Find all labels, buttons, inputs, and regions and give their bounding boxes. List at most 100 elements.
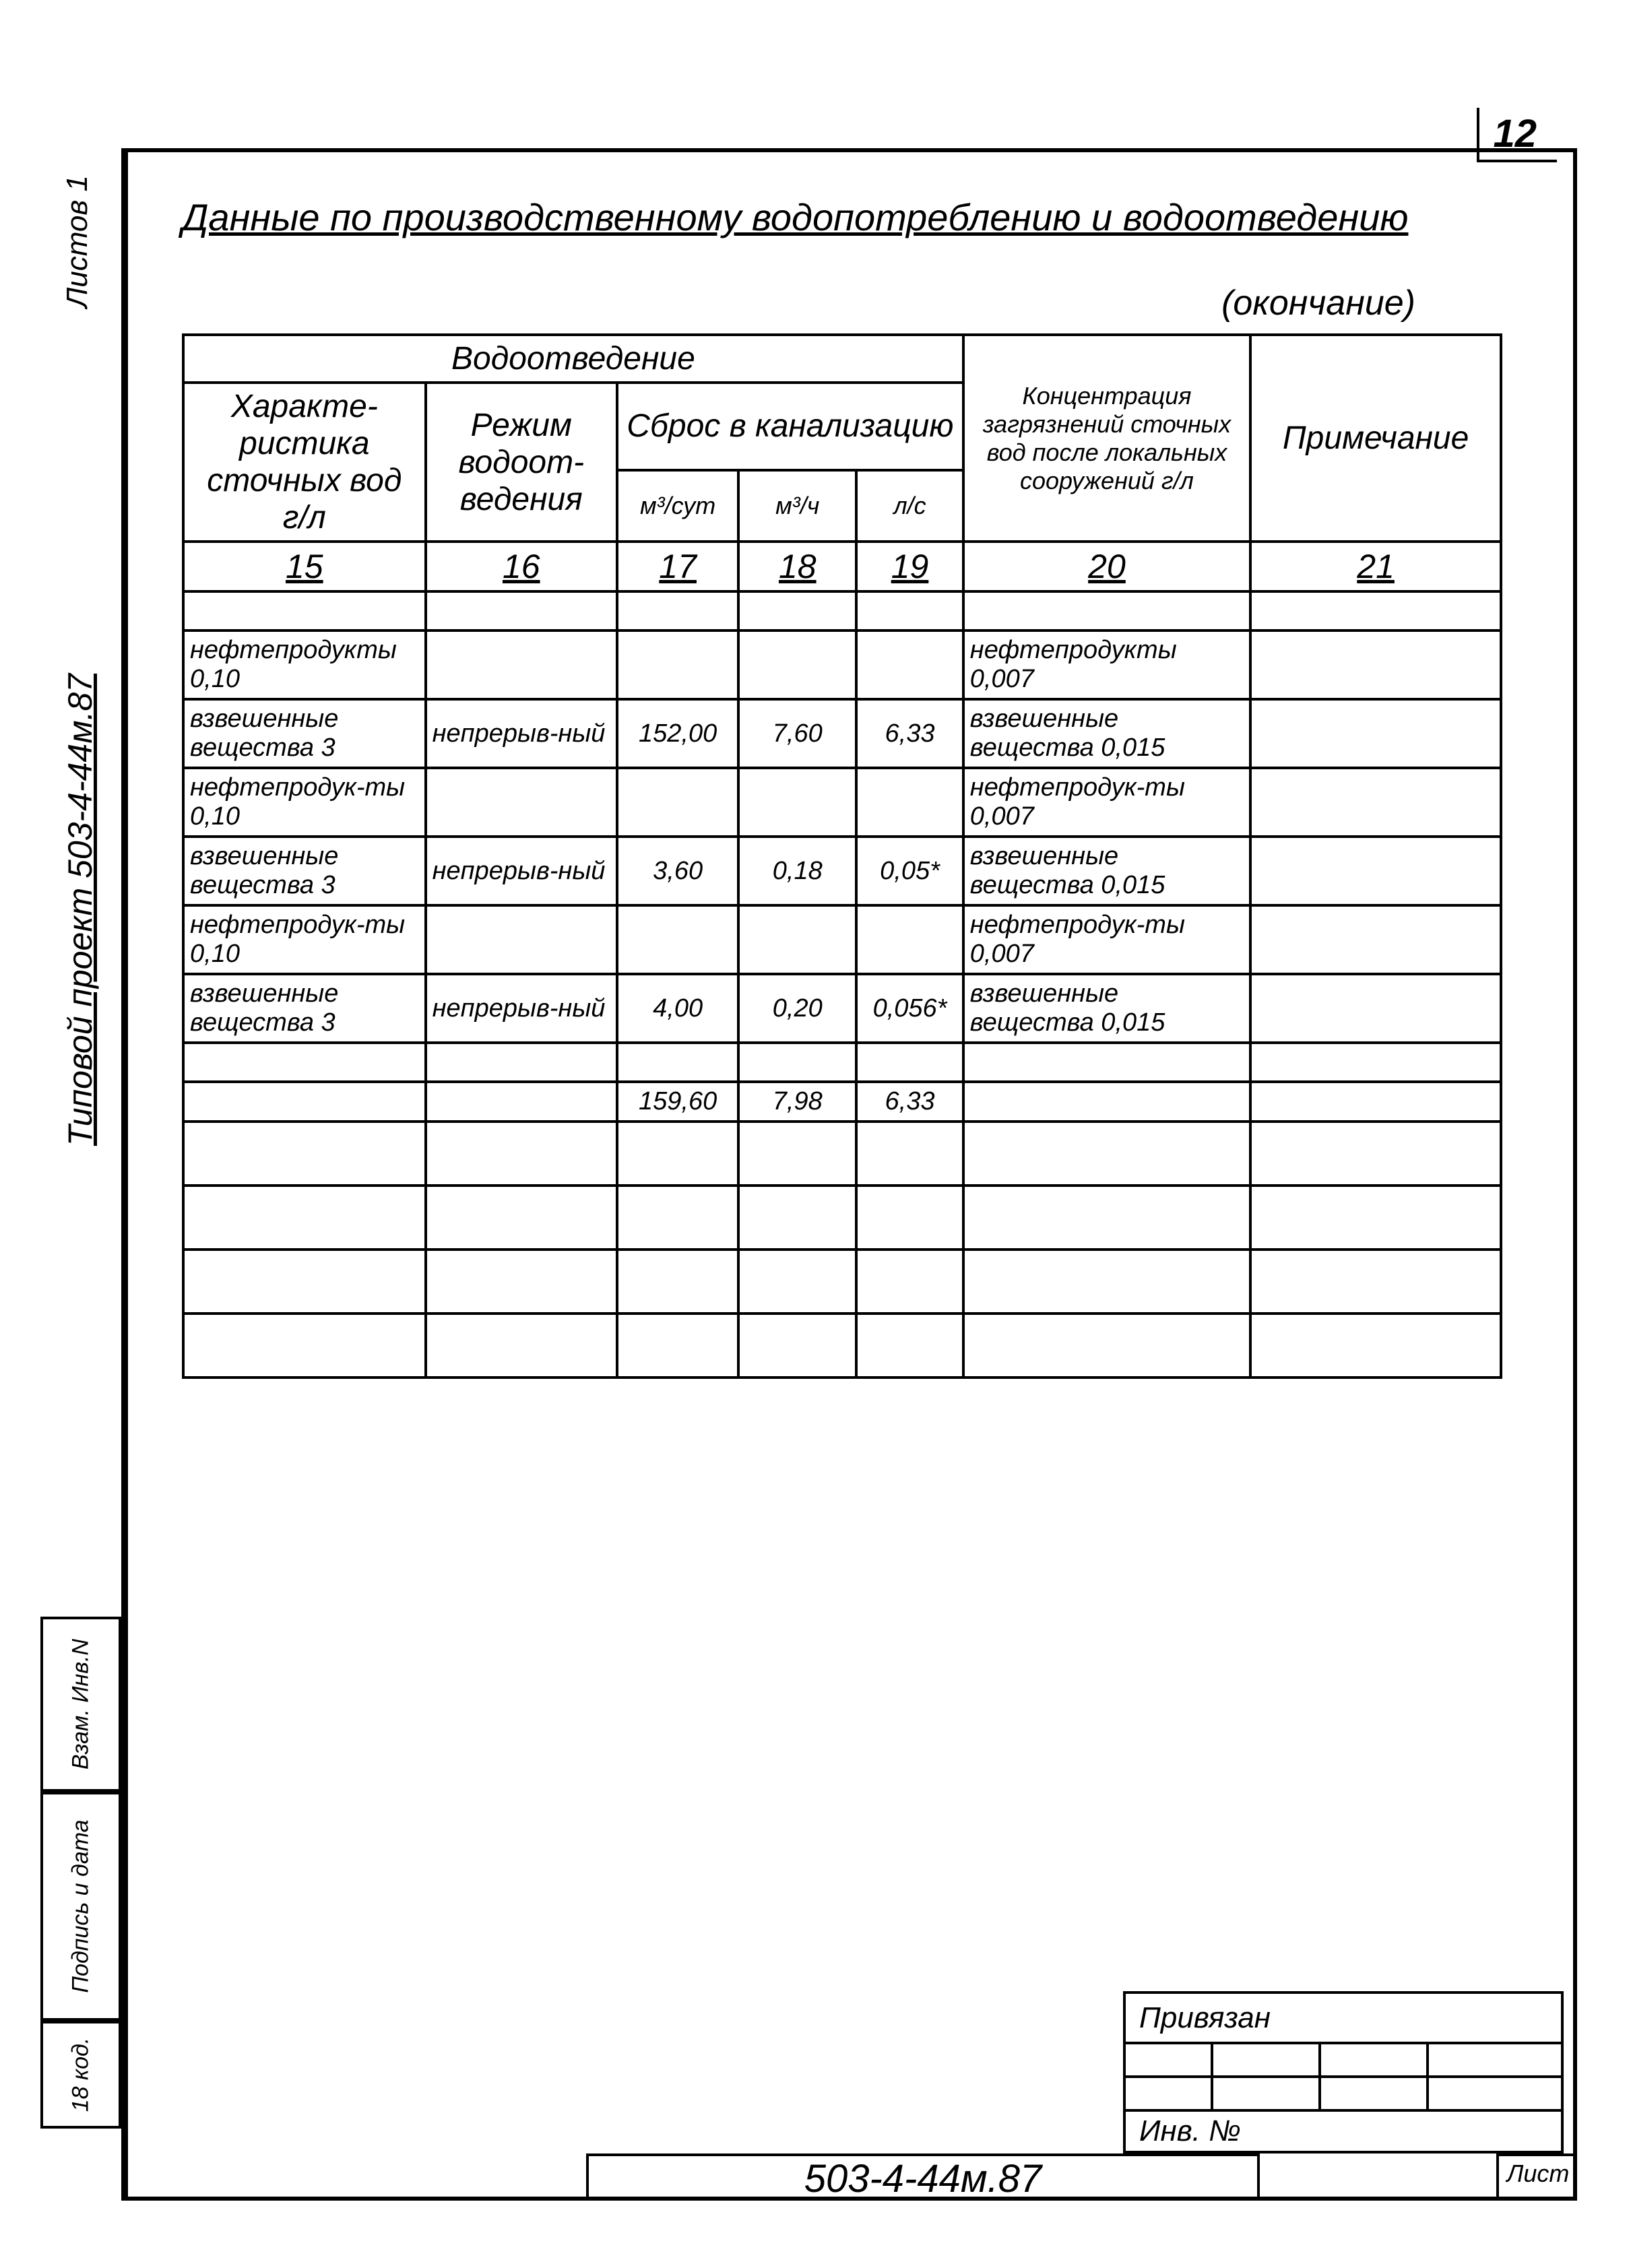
table-cell [1250,699,1501,768]
header-col19: л/с [856,470,963,542]
table-cell: взвешенные вещества 3 [183,974,426,1043]
table-cell [183,1082,426,1122]
table-cell [426,1043,617,1082]
side-box-2: Подпись и дата [40,1792,121,2021]
table-cell [1250,768,1501,837]
table-cell: нефтепродукты 0,007 [963,630,1250,699]
header-col21: Примечание [1250,335,1501,542]
empty-cell [617,1122,738,1186]
stamp-header: Привязан [1124,1992,1562,2043]
table-row: нефтепродукты 0,10нефтепродукты 0,007 [183,630,1501,699]
empty-cell [617,1314,738,1378]
empty-cell [617,1250,738,1314]
table-cell: 0,05* [856,837,963,905]
table-row: 159,607,986,33 [183,1082,1501,1122]
empty-row [183,1122,1501,1186]
table-cell: 7,98 [738,1082,856,1122]
table-cell: нефтепродук-ты 0,10 [183,768,426,837]
water-data-table: Водоотведение Концентрация загрязнений с… [182,333,1502,1379]
table-cell: 7,60 [738,699,856,768]
table-cell [738,905,856,974]
table-cell [963,1082,1250,1122]
table-cell [617,1043,738,1082]
table-cell: нефтепродук-ты 0,007 [963,905,1250,974]
side-boxes-container: Взам. Инв.N Подпись и дата 18 код. [40,1617,121,2129]
table-row: нефтепродук-ты 0,10 нефтепродук-ты 0,007 [183,905,1501,974]
side-box-label-1: Взам. Инв.N [68,1639,94,1770]
table-cell [1250,630,1501,699]
table-cell [617,905,738,974]
empty-cell [617,1186,738,1250]
empty-cell [1250,1186,1501,1250]
table-row [183,1043,1501,1082]
empty-cell [1250,1314,1501,1378]
table-cell: 0,20 [738,974,856,1043]
table-cell [1250,905,1501,974]
header-col18: м³/ч [738,470,856,542]
table-cell: 159,60 [617,1082,738,1122]
empty-cell [856,1186,963,1250]
table-cell: 4,00 [617,974,738,1043]
empty-cell [426,1250,617,1314]
table-cell [1250,974,1501,1043]
spacer-row [183,591,1501,630]
colnum-18: 18 [738,542,856,591]
colnum-16: 16 [426,542,617,591]
table-cell: взвешенные вещества 0,015 [963,837,1250,905]
colnum-19: 19 [856,542,963,591]
empty-cell [738,1186,856,1250]
colnum-17: 17 [617,542,738,591]
empty-cell [856,1250,963,1314]
colnum-21: 21 [1250,542,1501,591]
table-cell: взвешенные вещества 0,015 [963,699,1250,768]
stamp-box: Привязан Инв. № [1123,1991,1564,2153]
document-subtitle: (окончание) [1221,283,1415,323]
table-cell: взвешенные вещества 3 [183,837,426,905]
empty-cell [856,1314,963,1378]
table-cell: непрерыв-ный [426,974,617,1043]
table-cell: 0,056* [856,974,963,1043]
empty-cell [738,1122,856,1186]
empty-cell [183,1186,426,1250]
colnum-15: 15 [183,542,426,591]
empty-cell [963,1314,1250,1378]
table-row: взвешенные вещества 3непрерыв-ный4,000,2… [183,974,1501,1043]
list-label: Лист [1496,2153,1577,2201]
empty-cell [1250,1250,1501,1314]
table-cell [426,768,617,837]
empty-row [183,1250,1501,1314]
table-cell [738,630,856,699]
side-label-2: Типовой проект 503-4-44м.87 [61,674,100,1146]
side-box-label-2: Подпись и дата [68,1819,94,1992]
table-cell [856,1043,963,1082]
table-cell: нефтепродук-ты 0,007 [963,768,1250,837]
empty-cell [426,1314,617,1378]
table-cell: взвешенные вещества 0,015 [963,974,1250,1043]
table-cell [1250,1043,1501,1082]
table-cell: нефтепродук-ты 0,10 [183,905,426,974]
empty-cell [738,1314,856,1378]
table-cell [617,630,738,699]
empty-row [183,1186,1501,1250]
table-row: взвешенные вещества 3непрерыв-ный3,600,1… [183,837,1501,905]
side-box-1: Взам. Инв.N [40,1617,121,1792]
table-cell [183,1043,426,1082]
table-cell: взвешенные вещества 3 [183,699,426,768]
side-box-3: 18 код. [40,2021,121,2129]
table-row: нефтепродук-ты 0,10 нефтепродук-ты 0,007 [183,768,1501,837]
table-cell: 6,33 [856,699,963,768]
empty-cell [1250,1122,1501,1186]
table-cell [856,630,963,699]
table-cell [738,1043,856,1082]
empty-cell [183,1122,426,1186]
table-cell [426,905,617,974]
table-cell: непрерыв-ный [426,837,617,905]
header-col15: Характе-ристика сточных вод г/л [183,383,426,542]
table-cell: 3,60 [617,837,738,905]
empty-cell [183,1250,426,1314]
table-cell: 152,00 [617,699,738,768]
table-cell [1250,1082,1501,1122]
colnum-20: 20 [963,542,1250,591]
empty-cell [426,1186,617,1250]
header-group-vodootvedenie: Водоотведение [183,335,963,383]
